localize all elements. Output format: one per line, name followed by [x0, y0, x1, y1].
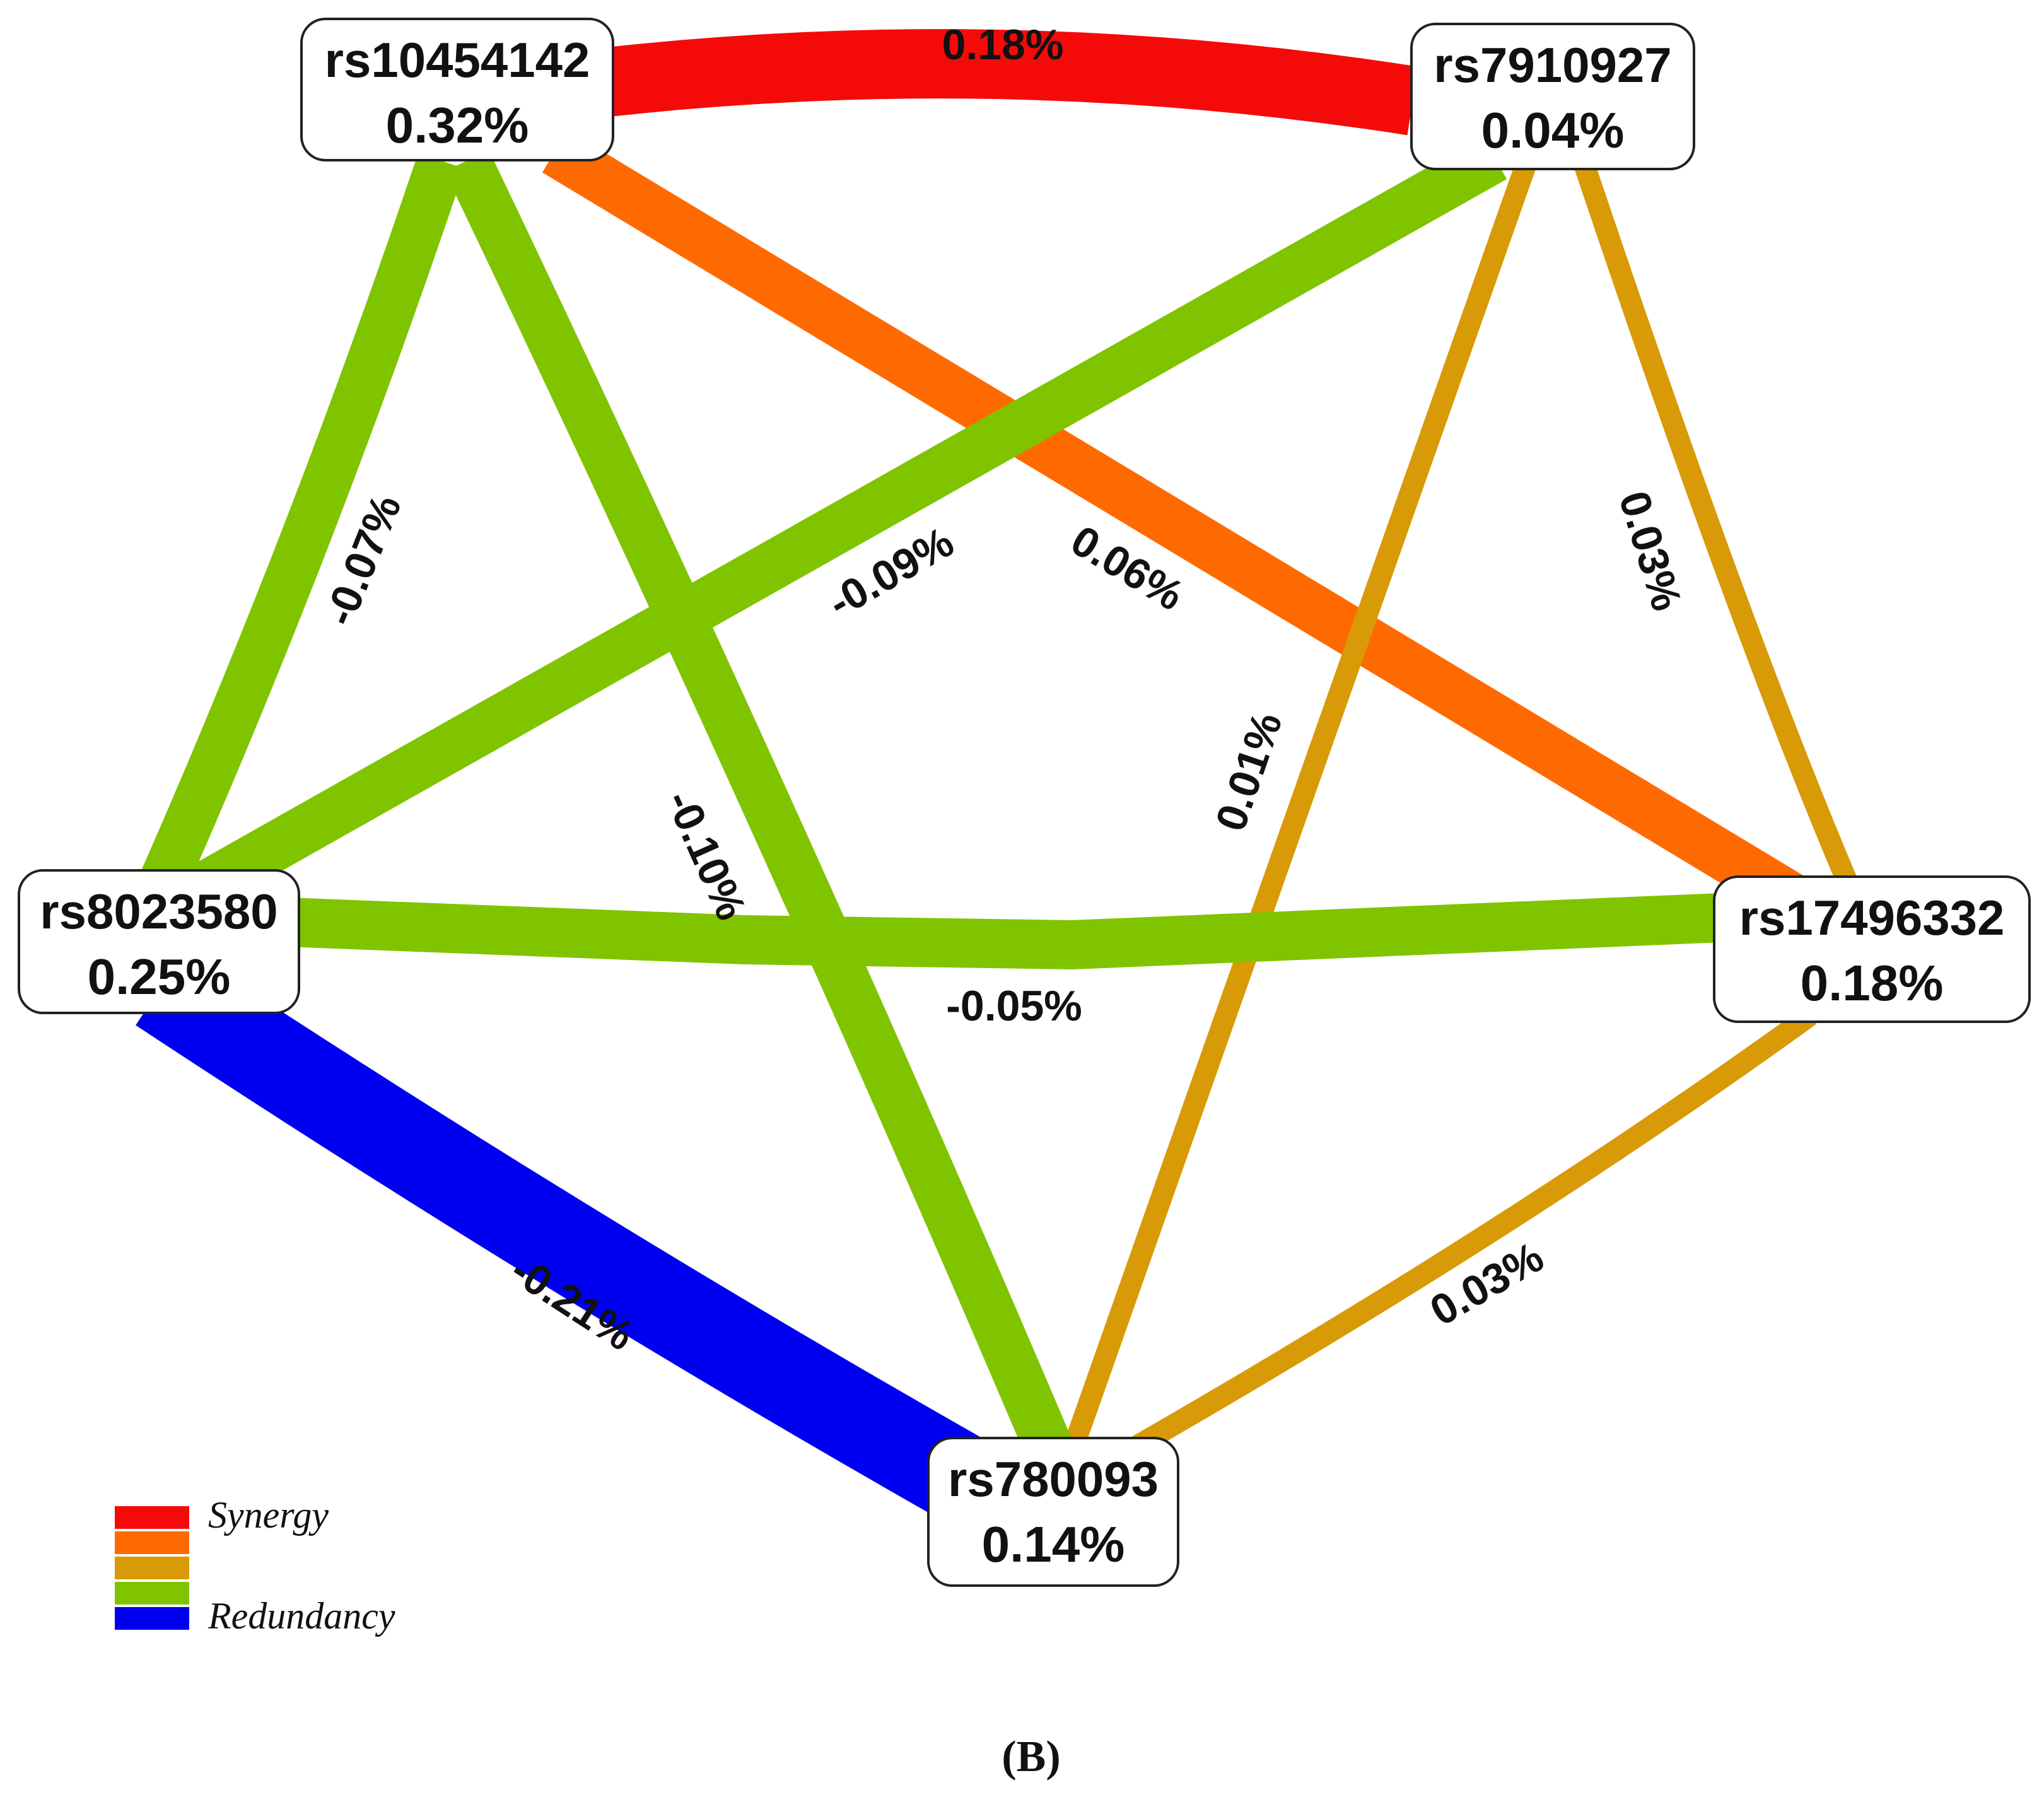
legend-swatch-synergy	[115, 1506, 189, 1529]
legend-swatch-synergy_weak	[115, 1531, 189, 1554]
edge-label-rs10454142-rs7910927: 0.18%	[942, 21, 1064, 69]
node-value: 0.04%	[1481, 102, 1625, 158]
edge-rs10454142-rs17496332	[542, 130, 1823, 930]
legend-swatch-redundancy_weak	[115, 1582, 189, 1605]
node-value: 0.32%	[386, 97, 529, 153]
edge-rs7910927-rs17496332	[1572, 157, 1858, 887]
node-value: 0.14%	[982, 1516, 1125, 1572]
node-box	[1410, 23, 1695, 170]
nodes-layer: rs10454142 0.32% rs7910927 0.04% rs8023580 0.…	[18, 18, 2031, 1587]
node-rs7910927: rs7910927 0.04%	[1410, 23, 1695, 170]
legend-swatch-neutral	[115, 1557, 189, 1579]
edge-rs10454142-rs7910927	[604, 29, 1418, 136]
node-rs10454142: rs10454142 0.32%	[300, 18, 614, 161]
edge-label-rs8023580-rs17496332: -0.05%	[946, 982, 1082, 1030]
node-value: 0.18%	[1801, 955, 1944, 1011]
legend-swatch-redundancy	[115, 1607, 189, 1630]
edge-rs17496332-rs780093	[1123, 1007, 1816, 1460]
edge-rs8023580-rs780093	[136, 949, 984, 1519]
node-box	[927, 1437, 1179, 1587]
node-name: rs780093	[948, 1451, 1159, 1507]
legend-label-synergy: Synergy	[208, 1494, 329, 1536]
node-name: rs8023580	[40, 884, 277, 939]
edge-label-rs7910927-rs780093: 0.01%	[1206, 706, 1292, 837]
node-box	[300, 18, 614, 161]
edge-rs10454142-rs780093	[444, 150, 1073, 1461]
edge-rs7910927-rs780093	[1061, 160, 1537, 1454]
edge-label-rs17496332-rs780093: 0.03%	[1422, 1233, 1551, 1335]
node-rs17496332: rs17496332 0.18%	[1713, 875, 2031, 1023]
node-rs8023580: rs8023580 0.25%	[18, 869, 300, 1014]
edge-rs7910927-rs8023580	[142, 136, 1507, 936]
node-name: rs10454142	[325, 32, 590, 88]
node-box	[1713, 875, 2031, 1023]
node-name: rs17496332	[1739, 890, 2005, 945]
node-name: rs7910927	[1434, 37, 1671, 93]
legend: Synergy Redundancy	[115, 1494, 395, 1637]
node-rs780093: rs780093 0.14%	[927, 1437, 1179, 1587]
node-value: 0.25%	[88, 949, 231, 1005]
node-box	[18, 869, 300, 1014]
edge-rs10454142-rs8023580	[141, 153, 465, 890]
edges-layer	[136, 29, 1858, 1519]
edge-rs8023580-rs17496332	[286, 893, 1723, 970]
legend-label-redundancy: Redundancy	[207, 1595, 395, 1637]
edge-label-rs7910927-rs17496332: 0.03%	[1609, 486, 1691, 616]
figure-caption: (B)	[1002, 1733, 1060, 1781]
